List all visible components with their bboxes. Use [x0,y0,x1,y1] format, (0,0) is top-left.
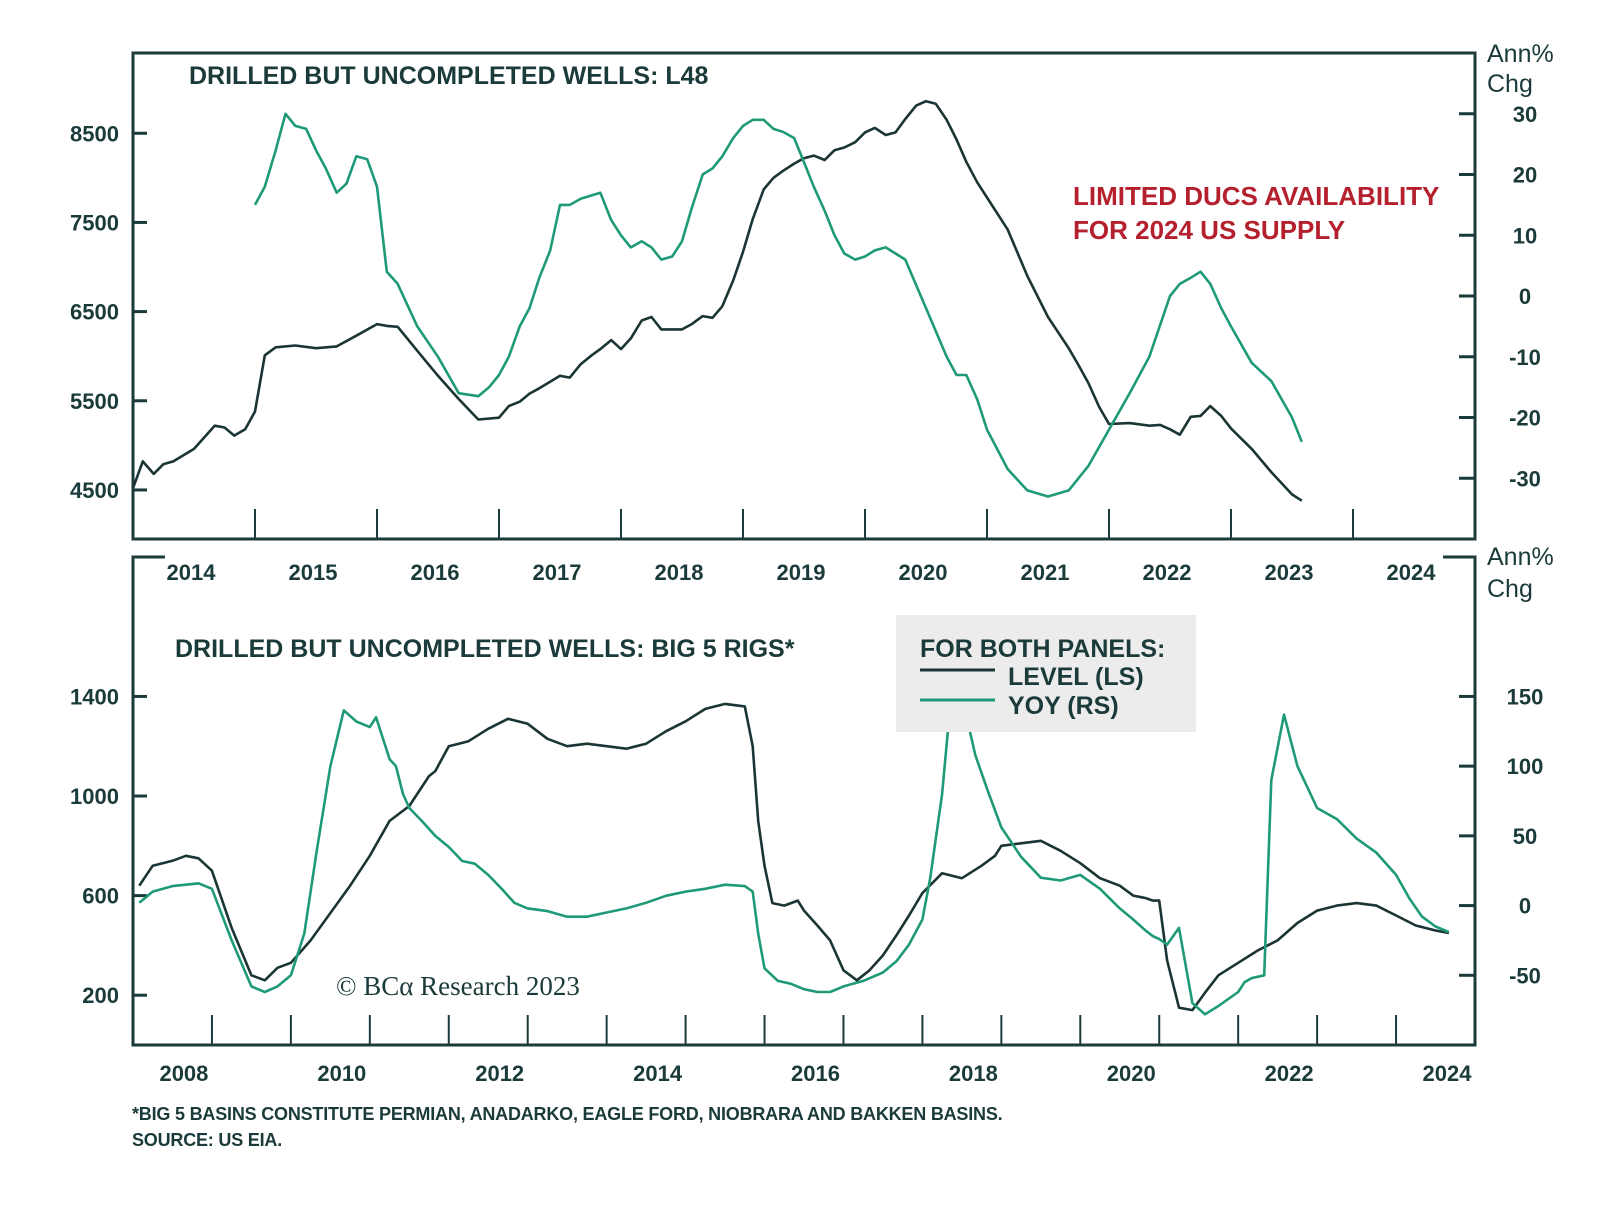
watermark: © BCα Research 2023 [336,971,580,1001]
top-right-tick-label: -30 [1509,466,1541,491]
bottom-left-tick-label: 1400 [70,684,119,709]
top-right-axis-label-line1: Ann% [1487,40,1554,68]
bottom-left-tick-label: 600 [82,884,119,909]
top-panel: DRILLED BUT UNCOMPLETED WELLS: L48 LIMIT… [70,40,1554,585]
top-x-tick-label: 2016 [411,560,460,585]
bottom-left-tick-label: 200 [82,983,119,1008]
legend: FOR BOTH PANELS: LEVEL (LS) YOY (RS) [896,615,1196,732]
bottom-right-tick-label: 0 [1519,894,1531,919]
top-x-tick-label: 2022 [1143,560,1192,585]
top-panel-frame [131,51,1477,541]
bottom-x-tick-label: 2020 [1107,1061,1156,1086]
bottom-left-axis: 200 600 1000 1400 [70,684,147,1008]
bottom-x-tick-label: 2018 [949,1061,998,1086]
bottom-x-tick-label: 2024 [1423,1061,1473,1086]
bottom-series-level-line [138,702,1450,1012]
bottom-right-axis-label-line2: Chg [1487,575,1533,603]
bottom-x-tick-label: 2012 [475,1061,524,1086]
top-left-tick-label: 8500 [70,121,119,146]
bottom-x-tick-label: 2010 [317,1061,366,1086]
top-right-tick-label: 10 [1513,223,1537,248]
bottom-right-axis: -50 0 50 100 150 [1459,684,1543,988]
top-x-axis: 2014 2015 2016 2017 2018 2019 2020 2021 2022 2023… [167,509,1437,585]
bottom-panel: DRILLED BUT UNCOMPLETED WELLS: BIG 5 RIG… [70,543,1554,1086]
bottom-series-group [138,695,1450,1016]
top-left-axis: 4500 5500 6500 7500 8500 [70,121,147,503]
top-left-tick-label: 7500 [70,210,119,235]
top-right-tick-label: 0 [1519,284,1531,309]
top-x-tick-label: 2015 [289,560,338,585]
bottom-x-tick-label: 2008 [159,1061,208,1086]
bottom-right-tick-label: -50 [1509,963,1541,988]
top-right-tick-label: 20 [1513,163,1537,188]
bottom-x-tick-label: 2022 [1265,1061,1314,1086]
top-x-tick-label: 2014 [167,560,217,585]
bottom-x-axis: 2008 2010 2012 2014 2016 2018 2020 2022 2024 [159,1015,1472,1086]
bottom-right-tick-label: 100 [1507,754,1544,779]
top-right-axis-label-line2: Chg [1487,70,1533,98]
top-x-tick-label: 2017 [533,560,582,585]
bottom-panel-title: DRILLED BUT UNCOMPLETED WELLS: BIG 5 RIG… [175,635,795,663]
top-series-group [131,99,1304,502]
top-series-yoy-line [253,112,1304,498]
top-x-tick-label: 2019 [777,560,826,585]
top-panel-title: DRILLED BUT UNCOMPLETED WELLS: L48 [189,62,709,90]
legend-label-level: LEVEL (LS) [1008,663,1144,691]
bottom-series-yoy-line [138,695,1450,1016]
footnote-basins: *BIG 5 BASINS CONSTITUTE PERMIAN, ANADAR… [132,1104,1003,1124]
bottom-panel-frame [131,555,1477,1047]
top-panel-annotation-line1: LIMITED DUCS AVAILABILITY [1073,181,1439,211]
footnote-source: SOURCE: US EIA. [132,1130,283,1150]
bottom-left-tick-label: 1000 [70,784,119,809]
bottom-right-axis-label-line1: Ann% [1487,543,1554,571]
top-panel-annotation-line2: FOR 2024 US SUPPLY [1073,215,1345,245]
bottom-right-tick-label: 150 [1507,684,1544,709]
top-x-tick-label: 2021 [1021,560,1070,585]
legend-label-yoy: YOY (RS) [1008,692,1119,720]
top-x-tick-label: 2020 [899,560,948,585]
top-x-tick-label: 2024 [1387,560,1437,585]
top-x-tick-label: 2018 [655,560,704,585]
top-right-tick-label: -20 [1509,406,1541,431]
bottom-right-tick-label: 50 [1513,824,1537,849]
legend-background [896,615,1196,732]
top-left-tick-label: 5500 [70,389,119,414]
top-x-tick-label: 2023 [1265,560,1314,585]
bottom-x-tick-label: 2016 [791,1061,840,1086]
top-right-axis: -30 -20 -10 0 10 20 30 [1459,102,1541,491]
legend-title: FOR BOTH PANELS: [920,635,1165,663]
top-left-tick-label: 4500 [70,478,119,503]
top-right-tick-label: -10 [1509,345,1541,370]
bottom-x-tick-label: 2014 [633,1061,683,1086]
top-left-tick-label: 6500 [70,300,119,325]
top-series-level-line [131,99,1303,502]
top-right-tick-label: 30 [1513,102,1537,127]
